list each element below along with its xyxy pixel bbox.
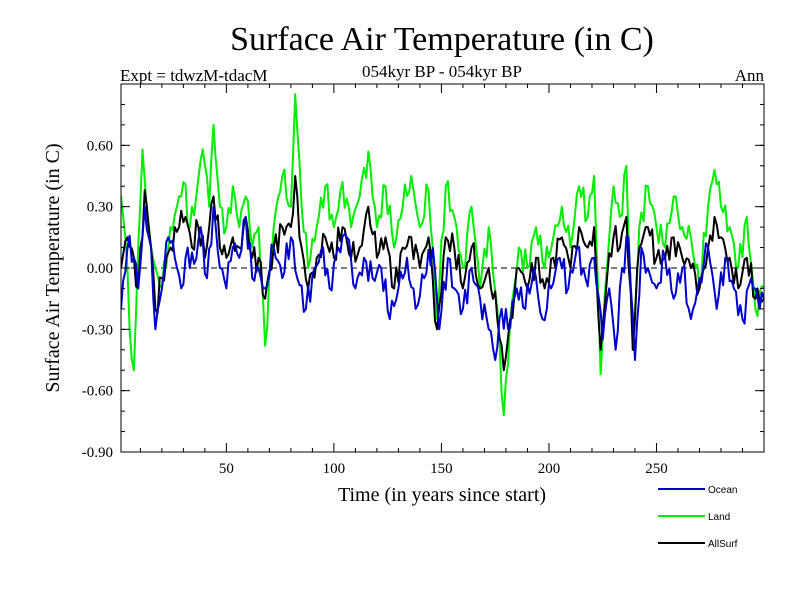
y-tick-label: -0.90 (82, 445, 113, 461)
chart-subtitle: 054kyr BP - 054kyr BP (362, 62, 522, 81)
x-tick-label: 150 (430, 461, 453, 477)
x-tick-label: 50 (219, 461, 234, 477)
y-axis-label: Surface Air Temperature (in C) (42, 143, 64, 392)
y-tick-label: 0.60 (87, 138, 113, 154)
axis-ticks: -0.90 -0.60 -0.30 0.00 0.30 0.60 50 100 150 200 25… (82, 83, 764, 477)
y-tick-label: 0.30 (87, 200, 113, 216)
series-line-ocean (121, 205, 764, 361)
x-tick-label: 100 (323, 461, 346, 477)
x-axis-label: Time (in years since start) (338, 484, 546, 506)
y-tick-label: 0.00 (87, 261, 113, 277)
series-line-allsurf (121, 175, 764, 372)
y-tick-label: -0.30 (82, 322, 113, 338)
y-tick-label: -0.60 (82, 384, 113, 400)
series-line-land (121, 93, 764, 417)
x-tick-label: 250 (645, 461, 668, 477)
series-layer (121, 93, 764, 417)
season-label: Ann (735, 66, 765, 85)
legend-label-land: Land (708, 512, 730, 523)
legend-label-ocean: Ocean (708, 485, 737, 496)
legend-label-allsurf: AllSurf (708, 539, 738, 550)
chart-title: Surface Air Temperature (in C) (230, 21, 654, 58)
x-tick-label: 200 (538, 461, 561, 477)
experiment-label: Expt = tdwzM-tdacM (120, 66, 267, 85)
legend: Ocean Land AllSurf (658, 485, 738, 550)
